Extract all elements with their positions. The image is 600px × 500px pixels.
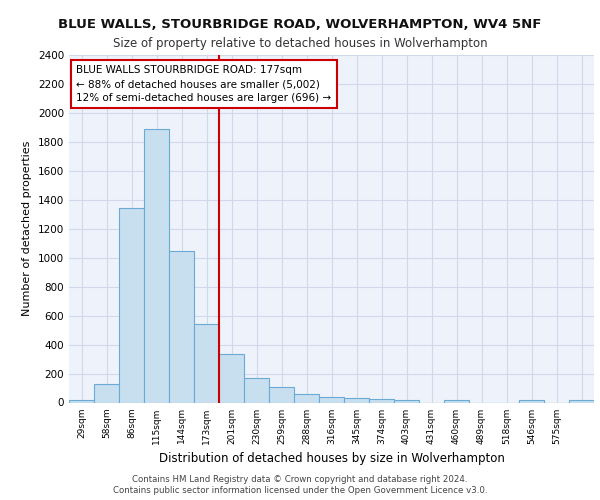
Bar <box>294 394 319 402</box>
Text: Size of property relative to detached houses in Wolverhampton: Size of property relative to detached ho… <box>113 38 487 51</box>
Bar <box>194 324 219 402</box>
Bar <box>219 354 244 403</box>
Bar <box>444 400 469 402</box>
X-axis label: Distribution of detached houses by size in Wolverhampton: Distribution of detached houses by size … <box>158 452 505 465</box>
Bar <box>169 251 194 402</box>
Bar <box>319 397 344 402</box>
Bar <box>519 400 544 402</box>
Text: BLUE WALLS, STOURBRIDGE ROAD, WOLVERHAMPTON, WV4 5NF: BLUE WALLS, STOURBRIDGE ROAD, WOLVERHAMP… <box>58 18 542 30</box>
Text: BLUE WALLS STOURBRIDGE ROAD: 177sqm
← 88% of detached houses are smaller (5,002): BLUE WALLS STOURBRIDGE ROAD: 177sqm ← 88… <box>77 65 332 103</box>
Bar <box>94 384 119 402</box>
Bar <box>269 386 294 402</box>
Bar <box>369 400 394 402</box>
Bar <box>244 378 269 402</box>
Bar <box>344 398 369 402</box>
Bar <box>119 208 144 402</box>
Bar <box>144 129 169 402</box>
Y-axis label: Number of detached properties: Number of detached properties <box>22 141 32 316</box>
Bar <box>69 400 94 402</box>
Text: Contains HM Land Registry data © Crown copyright and database right 2024.: Contains HM Land Registry data © Crown c… <box>132 475 468 484</box>
Bar <box>394 400 419 402</box>
Text: Contains public sector information licensed under the Open Government Licence v3: Contains public sector information licen… <box>113 486 487 495</box>
Bar <box>569 400 594 402</box>
